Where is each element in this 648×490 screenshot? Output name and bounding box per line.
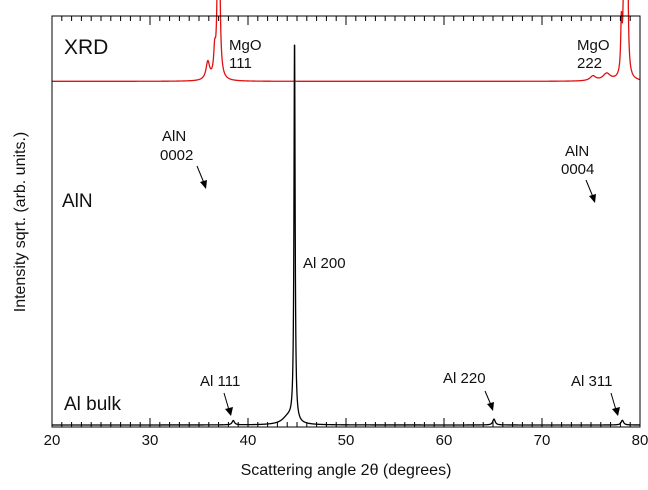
arrow-al-311-head	[612, 407, 620, 416]
arrow-aln-0004	[585, 179, 594, 198]
x-tick-label: 40	[240, 432, 257, 449]
arrow-al-111	[223, 392, 230, 411]
arrow-aln-0002	[196, 165, 205, 184]
x-axis-label: Scattering angle 2θ (degrees)	[241, 462, 452, 479]
series-label-aln: AlN	[62, 191, 93, 212]
x-tick-label: 50	[338, 432, 355, 449]
annotation-al-311: Al 311	[571, 373, 612, 390]
arrow-al-220-head	[487, 402, 494, 411]
arrow-aln-0004-head	[589, 194, 596, 203]
annotation-arrows	[196, 165, 620, 416]
x-tick-label: 60	[436, 432, 453, 449]
annotation-al-200: Al 200	[303, 255, 346, 272]
annotation-aln-0004: AlN 0004	[561, 143, 594, 178]
axis-ticks	[51, 16, 641, 427]
x-tick-label: 80	[632, 432, 648, 449]
curves-layer	[51, 0, 641, 426]
series-line-al-bulk	[51, 44, 641, 426]
series-label-al-bulk: Al bulk	[64, 394, 122, 415]
arrow-aln-0002-head	[200, 180, 207, 189]
arrow-al-111-head	[225, 407, 233, 416]
arrow-al-220	[484, 390, 492, 406]
annotation-al-111: Al 111	[200, 373, 240, 390]
annotation-aln-0002: AlN 0002	[160, 128, 193, 164]
plot-frame	[51, 15, 641, 428]
y-axis-label: Intensity sqrt. (arb. units.)	[12, 132, 29, 313]
arrow-al-311	[610, 392, 617, 411]
x-tick-labels: 20 30 40 50 60 70 80	[44, 432, 648, 449]
panel-label: XRD	[64, 36, 108, 59]
x-tick-label: 70	[534, 432, 551, 449]
series-line-aln	[51, 0, 641, 82]
annotation-mgo-222: MgO 222	[577, 37, 614, 72]
x-tick-label: 20	[44, 432, 61, 449]
x-tick-label: 30	[142, 432, 159, 449]
annotation-mgo-111: MgO 111	[229, 37, 266, 72]
annotation-al-220: Al 220	[443, 370, 486, 387]
